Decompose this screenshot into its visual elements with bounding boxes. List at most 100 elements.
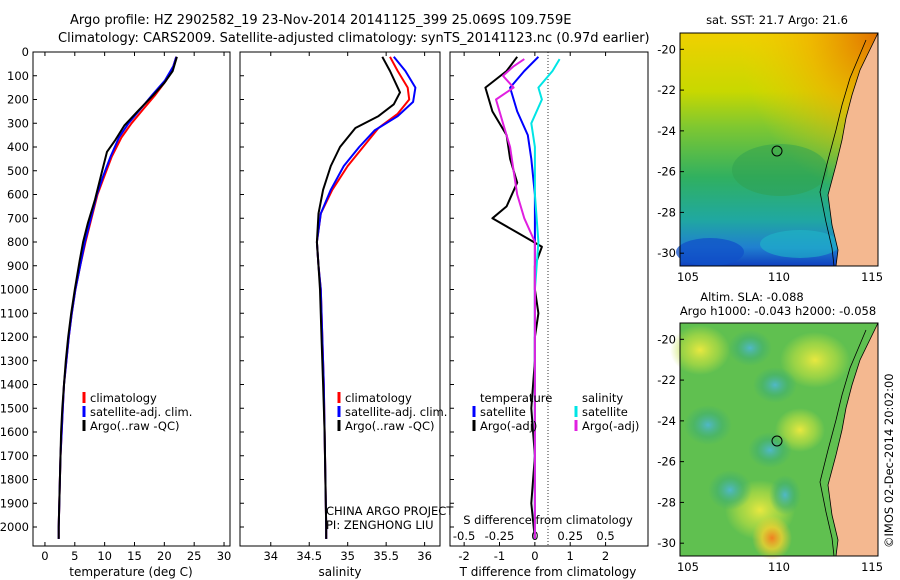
sla-map-title: Altim. SLA: -0.088 xyxy=(700,290,804,304)
longitude-label: 115 xyxy=(861,560,883,574)
difference-profile-lines xyxy=(484,56,561,540)
salinity-tick-labels: 34 34.5 35 35.5 36 xyxy=(263,52,432,563)
sst-map: sat. SST: 21.7 Argo: 21.6 105 110 115 -20-… xyxy=(657,13,883,284)
longitude-label: 110 xyxy=(768,270,790,284)
x-tick-label: 20 xyxy=(157,549,172,563)
y-tick-label: 500 xyxy=(7,164,29,178)
t-difference-tick-labels: -2 -1 0 1 2 xyxy=(458,52,609,563)
legend-title-salinity: salinity xyxy=(582,391,623,405)
x-tick-label: 34.5 xyxy=(296,549,322,563)
salinity-x-label: salinity xyxy=(318,565,361,579)
latitude-label: -30 xyxy=(657,536,676,550)
y-tick-label: 300 xyxy=(7,116,29,130)
series-line-s-argo-adj- xyxy=(495,58,536,539)
sla-longitude-labels: 105 110 115 xyxy=(677,560,883,574)
y-tick-label: 1500 xyxy=(0,401,29,415)
difference-legend: temperature satellite Argo(-adj) salinit… xyxy=(472,391,639,433)
temperature-panel: 0100200300400500600700800900100011001200… xyxy=(0,45,231,579)
project-annotation: CHINA ARGO PROJECT xyxy=(326,504,454,518)
pi-annotation: PI: ZENGHONG LIU xyxy=(326,518,434,532)
argo-float-marker xyxy=(771,435,783,447)
x-tick-label: 30 xyxy=(217,549,232,563)
temperature-tick-labels: 0 5 10 15 20 25 30 xyxy=(41,52,231,563)
y-tick-label: 100 xyxy=(7,69,29,83)
legend-label-argo: Argo(..raw -QC) xyxy=(345,419,435,433)
x-tick-label: 1 xyxy=(567,549,574,563)
y-tick-label: 0 xyxy=(22,45,29,59)
temperature-axes-frame xyxy=(32,51,231,547)
x-tick-label: 25 xyxy=(187,549,202,563)
x-tick-label: 10 xyxy=(97,549,112,563)
s-tick-label: 0.25 xyxy=(557,529,583,543)
s-tick-label: -0.25 xyxy=(485,529,515,543)
sla-high-2 xyxy=(780,332,850,388)
sst-cold-patch xyxy=(676,238,744,266)
x-tick-label: -2 xyxy=(458,549,469,563)
temperature-x-label: temperature (deg C) xyxy=(69,565,192,579)
series-line-climatology xyxy=(57,56,178,539)
sla-map: Altim. SLA: -0.088 Argo h1000: -0.043 h2… xyxy=(657,290,883,574)
x-tick-label: -1 xyxy=(494,549,505,563)
x-tick-label: 5 xyxy=(71,549,78,563)
salinity-depth-ticks xyxy=(240,51,244,528)
difference-axes-frame xyxy=(449,51,649,547)
y-tick-label: 800 xyxy=(7,235,29,249)
sla-low-4 xyxy=(748,432,792,468)
x-tick-label: 0 xyxy=(41,549,48,563)
imos-credit: ©IMOS 02-Dec-2014 20:02:00 xyxy=(882,373,896,548)
series-line-climatology xyxy=(315,56,411,539)
sst-map-title: sat. SST: 21.7 Argo: 21.6 xyxy=(706,13,848,27)
legend-label-s-satellite: satellite xyxy=(582,405,628,419)
difference-panel: -2 -1 0 1 2 -0.5 -0.25 0 0.25 0.5 S difference f… xyxy=(449,51,649,579)
x-tick-label: 35 xyxy=(340,549,355,563)
series-line-satellite-adj-clim- xyxy=(315,56,417,539)
y-tick-label: 1200 xyxy=(0,330,29,344)
depth-tick-labels: 0 100 200 300 400 500 600 700 800 900 1000 1100 1200… xyxy=(0,45,37,534)
x-tick-label: 2 xyxy=(602,549,609,563)
y-tick-label: 600 xyxy=(7,188,29,202)
sla-isobath xyxy=(819,329,867,557)
legend-label-climatology: climatology xyxy=(345,391,412,405)
legend-label-satellite: satellite-adj. clim. xyxy=(90,405,192,419)
y-tick-label: 2000 xyxy=(0,520,29,534)
longitude-label: 105 xyxy=(677,270,699,284)
salinity-legend: climatology satellite-adj. clim. Argo(..… xyxy=(337,391,447,433)
y-tick-label: 1400 xyxy=(0,378,29,392)
legend-title-temperature: temperature xyxy=(480,391,552,405)
latitude-label: -22 xyxy=(657,83,676,97)
legend-label-t-satellite: satellite xyxy=(480,405,526,419)
y-tick-label: 1000 xyxy=(0,283,29,297)
y-tick-label: 200 xyxy=(7,93,29,107)
argo-float-marker xyxy=(771,145,783,157)
s-tick-label: -0.5 xyxy=(453,529,475,543)
sst-map-frame xyxy=(679,32,879,267)
sla-latitude-labels: -20 -22 -24 -26 -28 -30 xyxy=(657,332,684,550)
latitude-label: -28 xyxy=(657,205,676,219)
x-tick-label: 15 xyxy=(127,549,142,563)
longitude-label: 105 xyxy=(677,560,699,574)
series-line-t-argo-adj- xyxy=(484,56,543,540)
sla-low-1 xyxy=(728,330,772,366)
s-difference-tick-labels: -0.5 -0.25 0 0.25 0.5 xyxy=(453,529,615,543)
y-tick-label: 1800 xyxy=(0,473,29,487)
latitude-label: -28 xyxy=(657,495,676,509)
sst-latitude-labels: -20 -22 -24 -26 -28 -30 xyxy=(657,42,684,260)
sla-map-frame xyxy=(679,322,879,557)
salinity-axes-frame xyxy=(239,51,441,547)
sla-low-5 xyxy=(708,470,752,510)
latitude-label: -26 xyxy=(657,165,676,179)
longitude-label: 115 xyxy=(861,270,883,284)
t-difference-label: T difference from climatology xyxy=(459,565,637,579)
sla-low-3 xyxy=(684,405,732,445)
y-tick-label: 1100 xyxy=(0,306,29,320)
s-tick-label: 0.5 xyxy=(596,529,614,543)
header-title-line2: Climatology: CARS2009. Satellite-adjuste… xyxy=(58,31,650,46)
sla-map-subtitle: Argo h1000: -0.043 h2000: -0.058 xyxy=(680,304,876,318)
x-tick-label: 35.5 xyxy=(373,549,399,563)
temperature-profile-lines xyxy=(57,56,178,539)
sla-low-6 xyxy=(769,475,801,515)
legend-label-argo: Argo(..raw -QC) xyxy=(90,419,180,433)
legend-label-climatology: climatology xyxy=(90,391,157,405)
series-line-satellite-adj-clim- xyxy=(57,56,178,539)
latitude-label: -22 xyxy=(657,373,676,387)
